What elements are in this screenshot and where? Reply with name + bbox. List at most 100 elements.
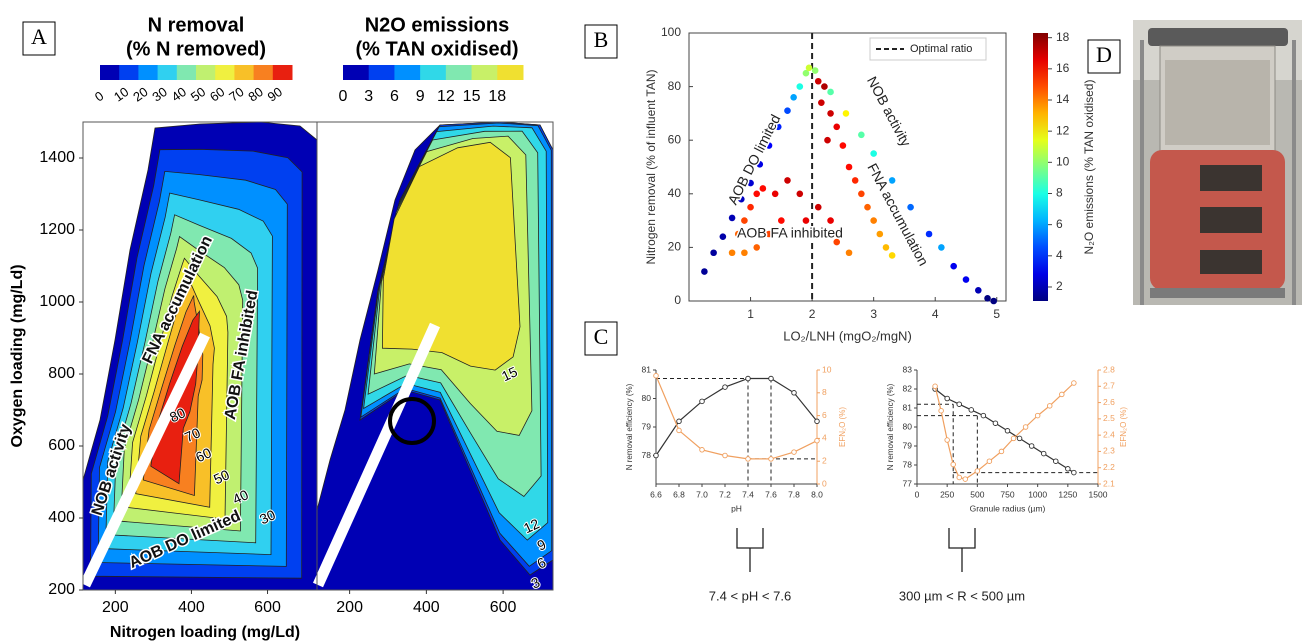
scatter-point: [833, 123, 841, 131]
colorbar-label: N₂O emissions (% TAN oxidised): [1082, 80, 1096, 255]
panel-label: D: [1096, 42, 1112, 67]
scatter-point: [858, 131, 865, 139]
colorbar-tick-label: 14: [1056, 92, 1070, 106]
y-tick-label: 81: [903, 402, 913, 412]
colorbar-tick-label: 30: [149, 84, 169, 105]
scatter-point: [864, 203, 871, 211]
colorbar-tick-label: 90: [265, 84, 285, 105]
series-marker: [745, 375, 751, 382]
colorbar-tick-label: 10: [111, 84, 131, 105]
y-tick-label: 0: [674, 293, 681, 307]
colorbar-segment: [176, 65, 197, 80]
y2-axis-label: EFN₂O (%): [838, 407, 847, 447]
series-marker: [974, 468, 981, 474]
scatter-point: [821, 230, 828, 238]
y2-tick-label: 2.4: [1103, 429, 1115, 439]
contour-label: 40: [230, 486, 251, 507]
series-marker: [1040, 450, 1047, 457]
y-axis-label: Nitrogen removal (% of influent TAN): [644, 70, 658, 265]
series-marker: [1059, 391, 1065, 398]
series-marker: [950, 461, 956, 468]
colorbar-tick-label: 6: [1056, 217, 1063, 231]
colorbar-segment: [253, 65, 274, 80]
colorbar-tick-label: 2: [1056, 279, 1063, 293]
optimal-ratio-line: [80, 332, 210, 588]
y-axis-label: N removal efficiency (%): [886, 383, 895, 470]
range-bracket: [948, 528, 976, 572]
series-line: [934, 388, 1075, 474]
x-tick-label: 7.0: [696, 489, 708, 499]
x-tick-label: 3: [870, 307, 877, 321]
x-tick-label: 1: [747, 307, 754, 321]
colorbar-tick-label: 0: [339, 88, 348, 105]
colorbar-tick-label: 12: [437, 88, 455, 105]
y-tick-label: 60: [668, 132, 682, 146]
x-tick-label: 600: [254, 599, 281, 616]
colorbar-segment: [100, 65, 120, 80]
x-tick-label: 6.8: [673, 489, 685, 499]
colorbar-segment: [196, 65, 216, 80]
series-marker: [676, 427, 682, 434]
scatter-point: [805, 64, 813, 72]
y2-tick-label: 2.2: [1103, 462, 1115, 472]
series-marker: [699, 447, 705, 453]
scatter-point: [990, 297, 997, 305]
series-marker: [1053, 458, 1059, 464]
series-marker: [998, 448, 1005, 455]
series-line: [655, 375, 818, 460]
contour-label: 80: [167, 404, 188, 425]
scatter-point: [975, 286, 982, 294]
scatter-point: [784, 107, 791, 115]
y-tick-label: 40: [668, 186, 682, 200]
series-marker: [1004, 428, 1011, 434]
scatter-point: [802, 217, 810, 224]
scatter-point: [827, 88, 834, 96]
y2-tick-label: 6: [822, 410, 827, 420]
scatter-point: [845, 163, 853, 171]
range-annotation: 7.4 < pH < 7.6: [709, 588, 791, 603]
y-tick-label: 400: [48, 509, 75, 526]
series-marker: [791, 390, 797, 396]
colorbar-tick-label: 12: [1056, 123, 1070, 137]
x-axis-label: LO₂/LNH (mgO₂/mgN): [783, 328, 912, 343]
scatter-point: [759, 185, 767, 192]
series-marker: [968, 407, 975, 413]
colorbar-segment: [343, 65, 370, 80]
range-annotation: 300 µm < R < 500 µm: [899, 588, 1025, 603]
scatter-point: [858, 190, 865, 198]
scatter-point: [827, 217, 834, 224]
scatter-point: [796, 190, 804, 198]
series-marker: [992, 420, 999, 426]
colorbar-segment: [234, 65, 255, 80]
y2-tick-label: 2.8: [1103, 364, 1115, 374]
y-tick-label: 80: [642, 393, 652, 403]
scatter-point: [870, 217, 877, 224]
x-tick-label: 1500: [1089, 489, 1108, 499]
y-tick-label: 83: [903, 364, 913, 374]
scatter-point: [778, 217, 785, 224]
chart-title: N2O emissions: [365, 14, 510, 36]
chart-title: N removal: [148, 14, 245, 36]
chart-subtitle: (% TAN oxidised): [356, 38, 519, 60]
y2-axis-label: EFN₂O (%): [1119, 407, 1128, 447]
colorbar-tick-label: 18: [1056, 30, 1070, 44]
series-marker: [1022, 424, 1029, 430]
colorbar-tick-label: 20: [130, 84, 150, 105]
panel-label-box: [584, 24, 618, 59]
colorbar-segment: [471, 65, 498, 80]
colorbar-segment: [445, 65, 473, 80]
y2-tick-label: 8: [822, 387, 827, 397]
series-marker: [944, 395, 950, 402]
contour-label: 12: [521, 515, 542, 536]
scatter-point: [814, 77, 822, 85]
series-marker: [962, 476, 969, 482]
scatter-point: [802, 69, 810, 77]
scatter-point: [845, 249, 853, 257]
x-tick-label: 400: [413, 599, 440, 616]
contour-label: 70: [182, 424, 203, 445]
range-bracket: [736, 528, 764, 572]
scatter-point: [888, 177, 896, 184]
scatter-point: [888, 252, 896, 259]
reactor-photo: [1133, 20, 1302, 305]
scatter-point: [784, 177, 791, 184]
